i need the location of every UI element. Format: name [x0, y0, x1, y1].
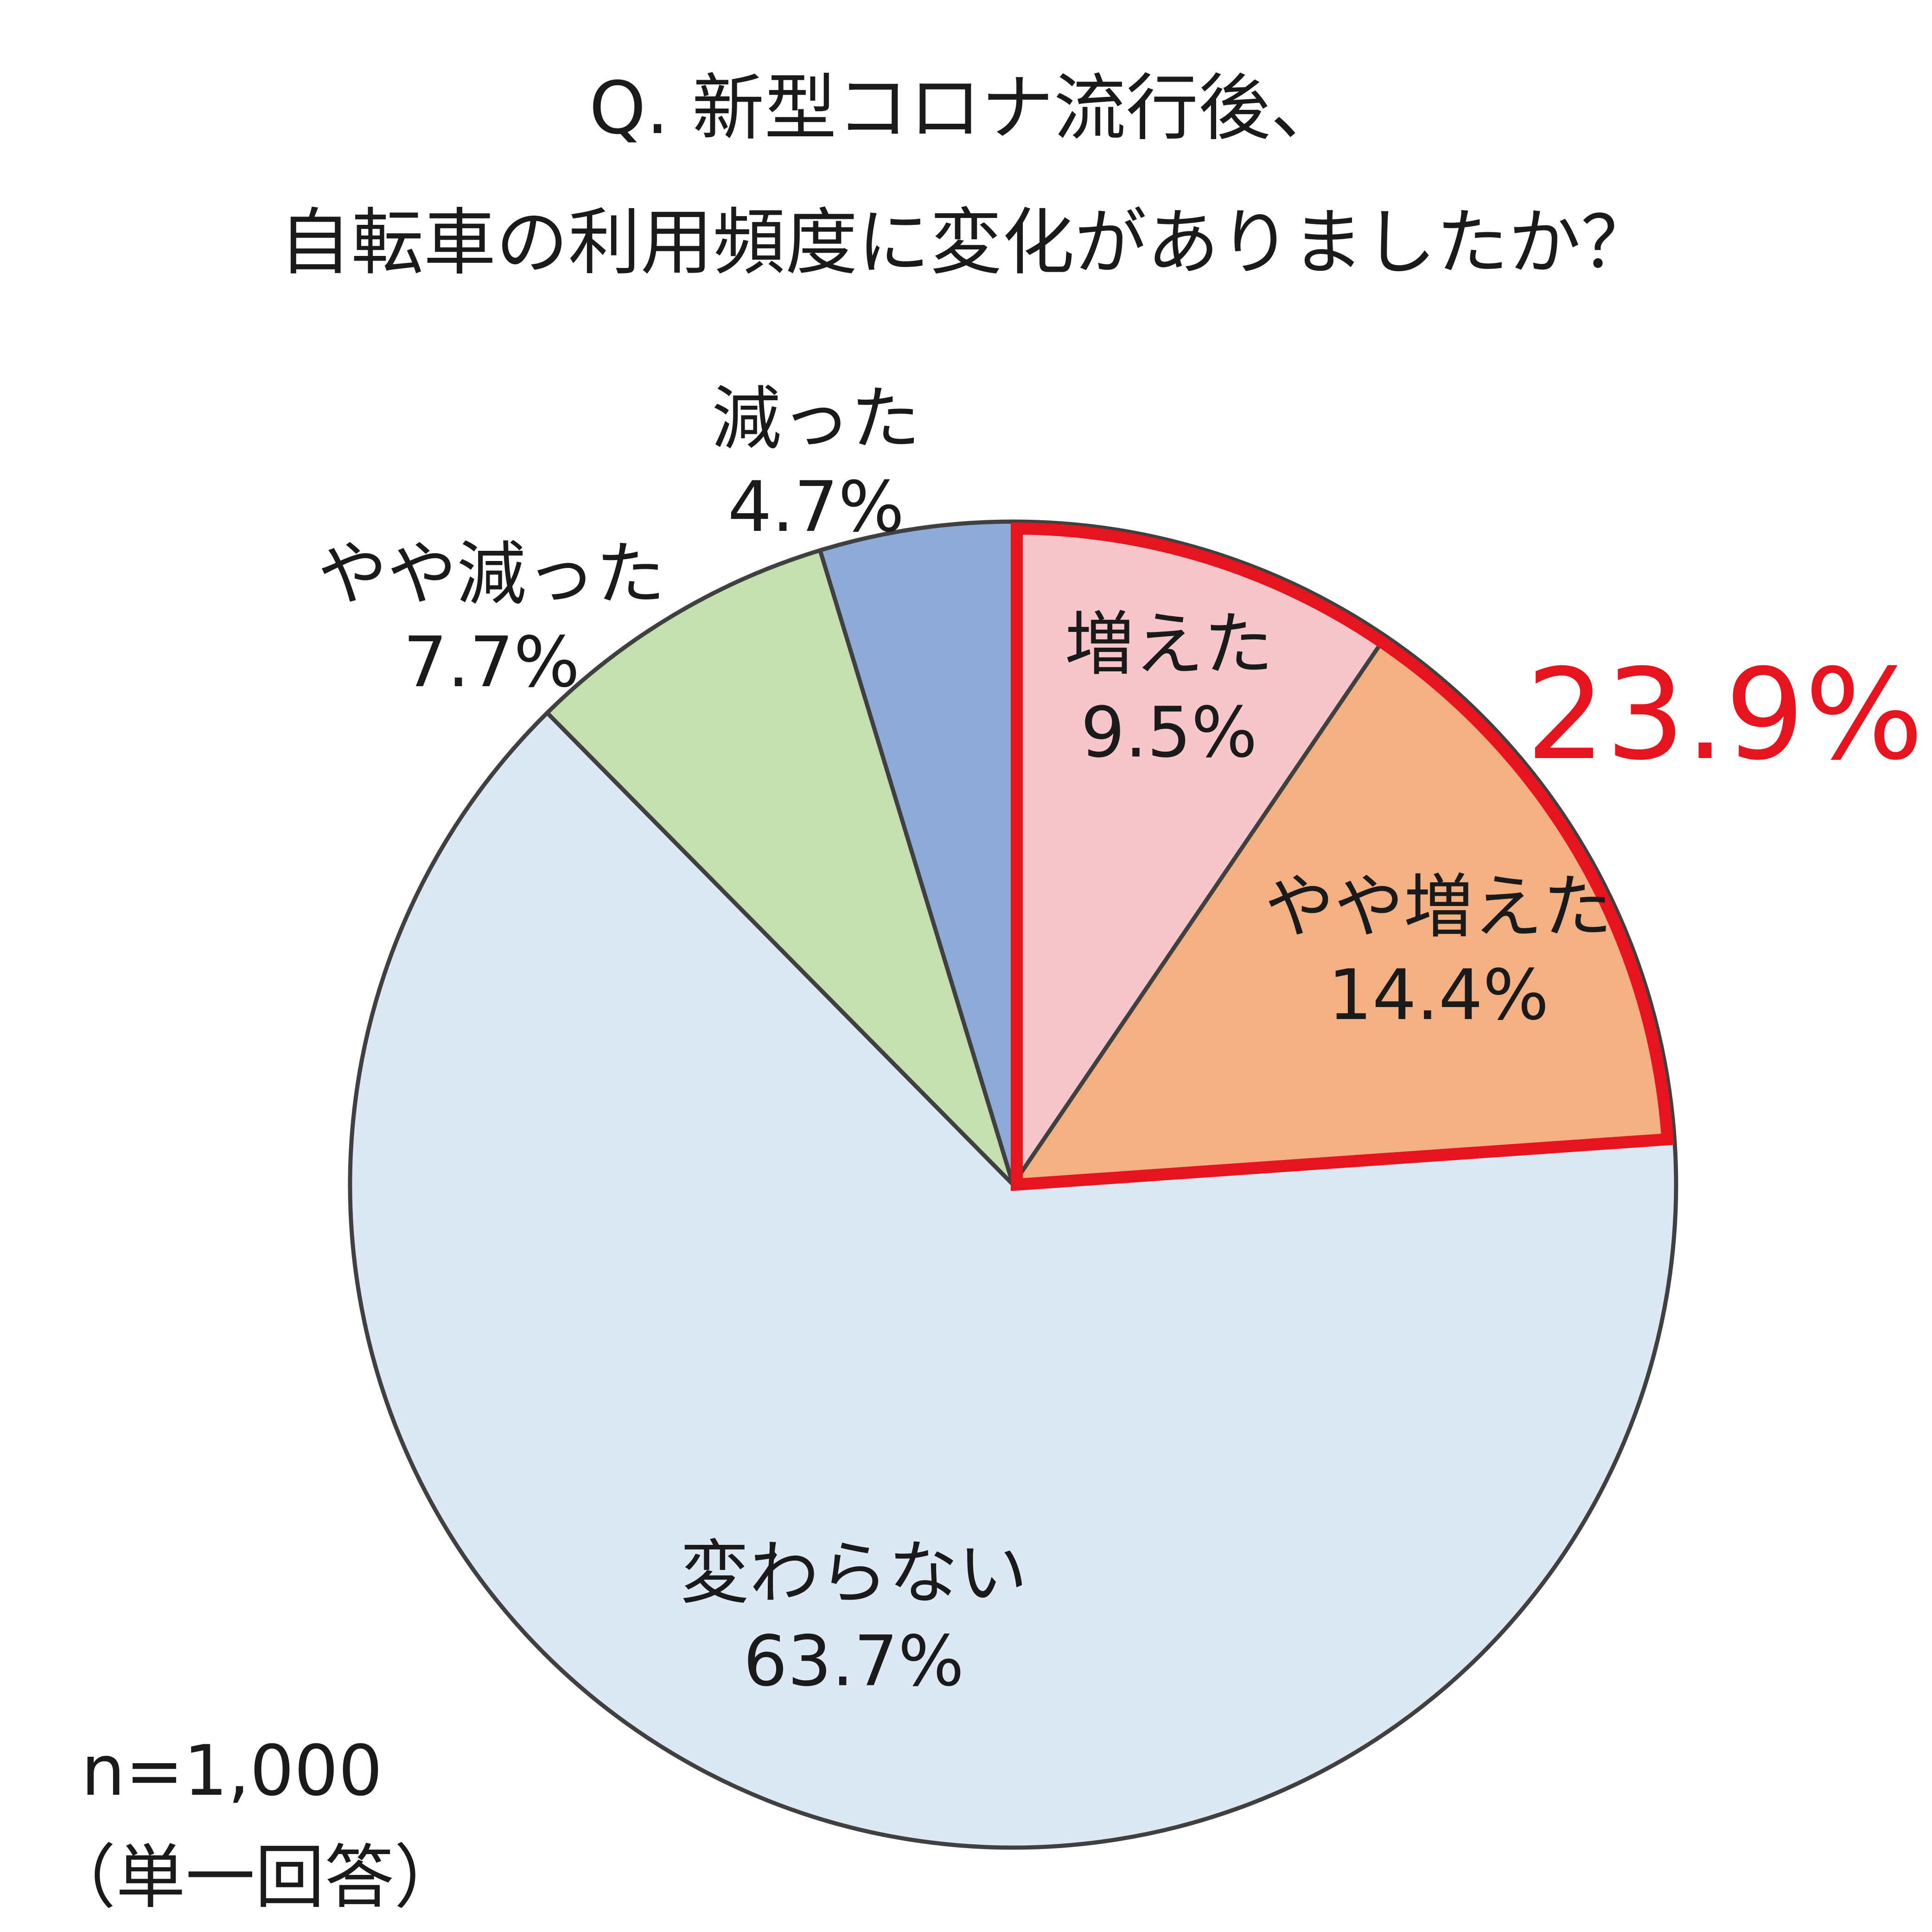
sample-size-note: n=1,000 — [81, 1731, 383, 1811]
pie-slice-5 — [818, 519, 1015, 1187]
slice-value-label-2: 14.4% — [1328, 955, 1549, 1036]
pie-slice-3 — [348, 711, 1678, 1850]
chart-title-line-2: 自転車の利用頻度に変化がありましたか？ — [279, 200, 1653, 285]
answer-type-note: （単一回答） — [46, 1837, 464, 1918]
slice-value-label-1: 9.5% — [1081, 693, 1257, 773]
slice-value-label-3: 63.7% — [743, 1621, 964, 1702]
chart-title-line-1: Q. 新型コロナ流行後、 — [589, 66, 1343, 150]
slice-label-1: 増えた — [1065, 605, 1273, 685]
highlight-outline — [1011, 522, 1674, 1191]
slice-label-2: やや増えた — [1265, 867, 1613, 948]
slice-label-3: 変わらない — [680, 1533, 1027, 1614]
pie-slice-4 — [545, 548, 1015, 1187]
pie-slice-2 — [1011, 634, 1677, 1187]
slice-label-5: 減った — [712, 379, 920, 459]
slice-label-4: やや減った — [318, 534, 665, 615]
pie-slice-1 — [1011, 519, 1388, 1187]
slice-value-label-4: 7.7% — [403, 622, 580, 703]
highlight-total-label: 23.9% — [1526, 642, 1924, 788]
slice-value-label-5: 4.7% — [727, 467, 904, 548]
